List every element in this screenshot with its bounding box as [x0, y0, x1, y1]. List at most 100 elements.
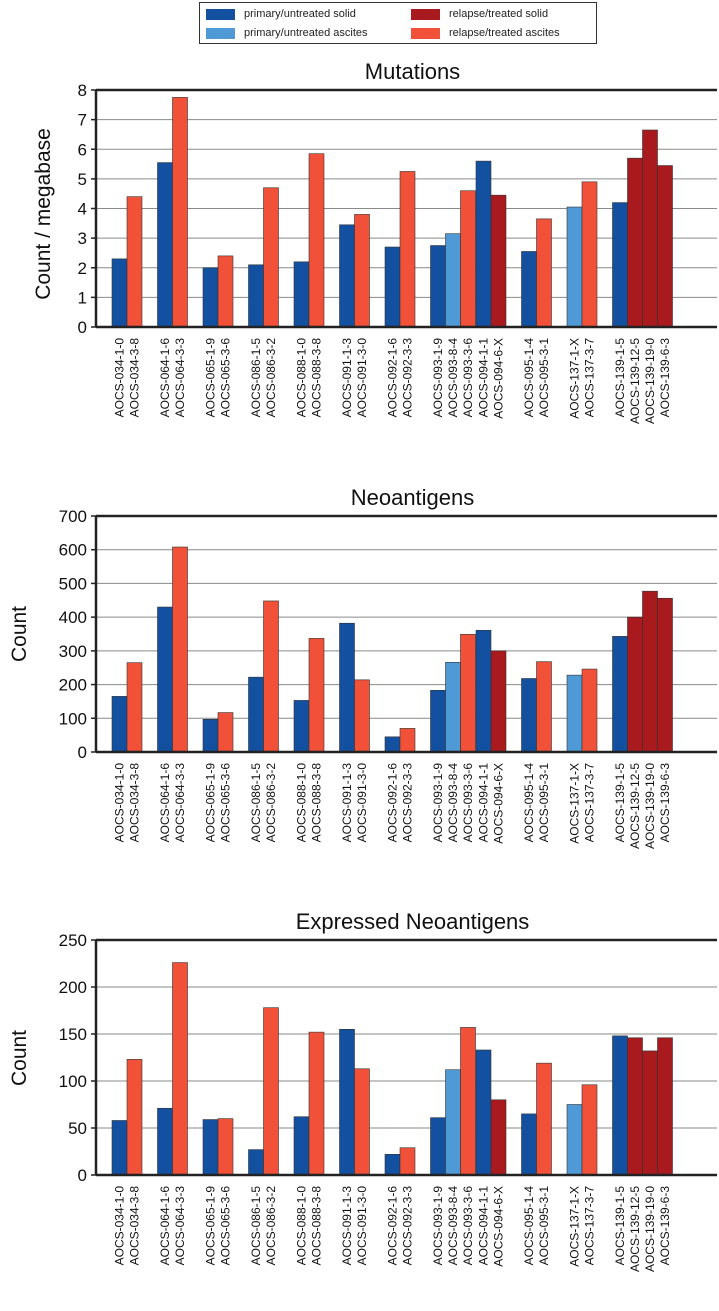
x-tick-label: AOCS-064-3-3 [173, 763, 187, 843]
bar [111, 696, 128, 753]
bar [384, 246, 401, 328]
x-tick-label: AOCS-095-3-1 [537, 1186, 551, 1266]
x-tick-label: AOCS-034-1-0 [113, 338, 127, 418]
x-tick-label: AOCS-064-1-6 [158, 763, 172, 843]
bar [354, 1068, 370, 1176]
bar [490, 650, 507, 753]
x-tick-label: AOCS-093-1-9 [431, 1186, 445, 1266]
chart-title: Neoantigens [351, 485, 475, 510]
x-tick-label: AOCS-095-1-4 [522, 338, 536, 418]
bar [308, 638, 325, 753]
bar [612, 636, 628, 753]
y-tick-label: 150 [59, 1025, 87, 1044]
x-tick-label: AOCS-093-3-6 [461, 1186, 475, 1266]
x-tick-label: AOCS-091-1-3 [340, 763, 354, 843]
bar [430, 245, 446, 328]
bar [430, 690, 446, 753]
bar [536, 218, 552, 328]
bar [339, 224, 355, 328]
bar [566, 206, 583, 328]
y-tick-label: 500 [59, 574, 87, 593]
x-tick-label: AOCS-088-3-8 [310, 338, 324, 418]
x-tick-label: AOCS-093-8-4 [446, 763, 460, 843]
x-tick-label: AOCS-139-19-0 [643, 338, 657, 424]
y-tick-label: 1 [78, 288, 87, 307]
y-tick-label: 7 [78, 111, 87, 130]
x-tick-label: AOCS-137-1-X [568, 763, 582, 844]
x-tick-label: AOCS-091-3-0 [355, 1186, 369, 1266]
bar [202, 1119, 219, 1176]
bar [475, 160, 492, 328]
x-tick-label: AOCS-095-1-4 [522, 1186, 536, 1266]
x-tick-label: AOCS-065-1-9 [204, 1186, 218, 1266]
x-tick-label: AOCS-095-3-1 [537, 338, 551, 418]
x-tick-label: AOCS-034-3-8 [128, 1186, 142, 1266]
bar [642, 590, 658, 753]
bar [308, 1031, 325, 1176]
x-tick-label: AOCS-092-1-6 [386, 763, 400, 843]
bar [157, 162, 173, 328]
bar [521, 251, 537, 328]
x-tick-label: AOCS-093-8-4 [446, 338, 460, 418]
x-tick-label: AOCS-139-19-0 [643, 1186, 657, 1272]
y-axis-label: Count [8, 606, 31, 662]
y-tick-label: 0 [78, 318, 87, 337]
x-tick-label: AOCS-094-6-X [492, 1186, 506, 1267]
x-tick-label: AOCS-064-3-3 [173, 338, 187, 418]
x-tick-label: AOCS-088-1-0 [295, 338, 309, 418]
x-tick-label: AOCS-092-3-3 [401, 1186, 415, 1266]
legend-swatch [206, 8, 235, 20]
x-tick-label: AOCS-065-1-9 [204, 338, 218, 418]
x-tick-label: AOCS-091-3-0 [355, 338, 369, 418]
bar [354, 214, 370, 328]
chart-title: Mutations [365, 59, 460, 84]
y-axis-label: Count / megabase [32, 128, 55, 300]
x-tick-label: AOCS-091-1-3 [340, 338, 354, 418]
bar [657, 165, 673, 328]
bar [566, 674, 583, 753]
x-tick-label: AOCS-034-1-0 [113, 763, 127, 843]
bar [581, 1084, 598, 1176]
bar [384, 736, 401, 753]
bar [111, 258, 128, 328]
bar [445, 662, 461, 753]
x-tick-label: AOCS-094-1-1 [477, 763, 491, 843]
x-tick-label: AOCS-088-3-8 [310, 1186, 324, 1266]
legend-label: relapse/treated ascites [449, 27, 560, 39]
legend-label: primary/untreated solid [244, 8, 356, 20]
x-tick-label: AOCS-088-1-0 [295, 1186, 309, 1266]
y-tick-label: 3 [78, 229, 87, 248]
x-tick-label: AOCS-065-3-6 [219, 1186, 233, 1266]
y-tick-label: 600 [59, 541, 87, 560]
x-tick-label: AOCS-139-12-5 [628, 338, 642, 424]
legend-swatch [206, 27, 235, 39]
bar [657, 597, 673, 753]
x-tick-label: AOCS-088-3-8 [310, 763, 324, 843]
bar [475, 1049, 492, 1176]
y-tick-label: 200 [59, 978, 87, 997]
bar [126, 196, 143, 328]
bar [248, 676, 264, 753]
y-tick-label: 0 [78, 743, 87, 762]
bar [293, 261, 310, 328]
bar [445, 1069, 461, 1176]
y-tick-label: 300 [59, 642, 87, 661]
y-tick-label: 50 [68, 1119, 87, 1138]
legend-label: primary/untreated ascites [244, 27, 368, 39]
bar [627, 157, 643, 328]
bar [521, 1113, 537, 1176]
x-tick-label: AOCS-139-1-5 [613, 763, 627, 843]
x-tick-label: AOCS-137-3-7 [583, 763, 597, 843]
y-tick-label: 0 [78, 1166, 87, 1185]
bar [521, 678, 537, 753]
x-tick-label: AOCS-086-1-5 [249, 1186, 263, 1266]
bar [536, 661, 552, 753]
y-tick-label: 700 [59, 507, 87, 526]
x-tick-label: AOCS-139-12-5 [628, 763, 642, 849]
x-tick-label: AOCS-064-3-3 [173, 1186, 187, 1266]
x-tick-label: AOCS-139-6-3 [658, 763, 672, 843]
bar [612, 1035, 628, 1176]
x-tick-label: AOCS-094-6-X [492, 338, 506, 419]
bar [399, 728, 416, 753]
bar [642, 129, 658, 328]
